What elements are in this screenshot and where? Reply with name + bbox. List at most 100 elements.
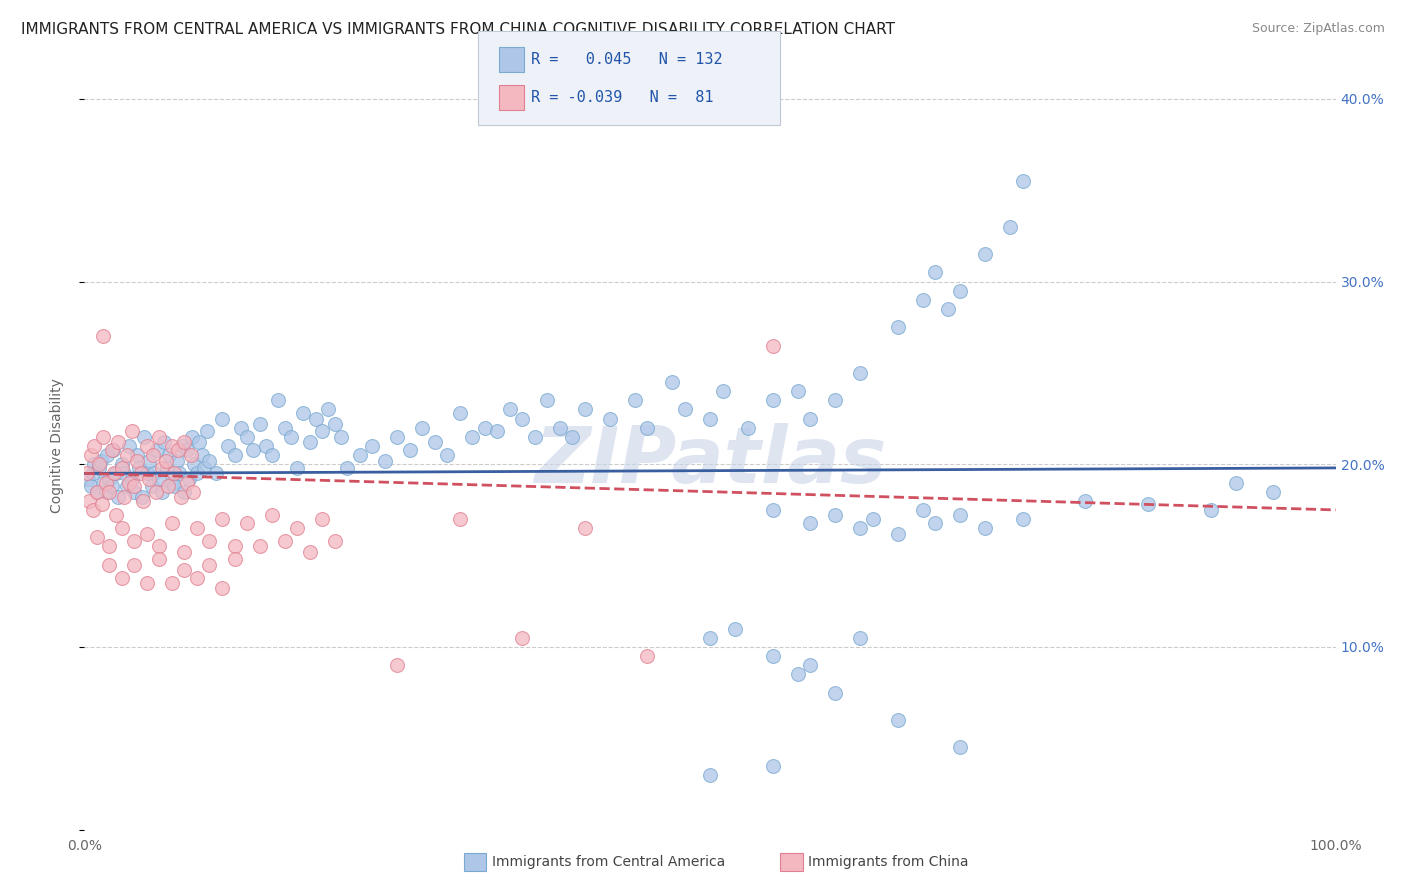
Point	[449, 512, 471, 526]
Point	[198, 533, 221, 548]
Point	[1074, 493, 1097, 508]
Point	[159, 448, 181, 462]
Point	[79, 448, 101, 462]
Point	[86, 484, 108, 499]
Point	[136, 526, 159, 541]
Point	[974, 247, 997, 261]
Point	[198, 558, 221, 572]
Point	[254, 439, 277, 453]
Point	[561, 430, 583, 444]
Point	[156, 461, 179, 475]
Point	[186, 467, 208, 481]
Point	[142, 448, 165, 462]
Point	[536, 393, 558, 408]
Point	[136, 576, 159, 591]
Point	[132, 493, 155, 508]
Point	[211, 582, 233, 596]
Point	[548, 421, 571, 435]
Point	[673, 402, 696, 417]
Point	[111, 461, 134, 475]
Y-axis label: Cognitive Disability: Cognitive Disability	[49, 378, 63, 514]
Point	[298, 545, 321, 559]
Point	[104, 467, 127, 481]
Point	[101, 442, 124, 457]
Point	[305, 411, 328, 425]
Point	[236, 516, 259, 530]
Point	[91, 475, 114, 490]
Point	[91, 430, 114, 444]
Point	[150, 484, 173, 499]
Point	[76, 467, 98, 481]
Point	[336, 461, 359, 475]
Point	[101, 442, 124, 457]
Point	[374, 453, 396, 467]
Point	[111, 570, 134, 584]
Point	[1136, 498, 1159, 512]
Point	[361, 439, 384, 453]
Point	[204, 467, 226, 481]
Point	[887, 713, 910, 727]
Point	[124, 484, 146, 499]
Point	[574, 521, 596, 535]
Point	[924, 516, 946, 530]
Point	[298, 435, 321, 450]
Point	[949, 284, 972, 298]
Point	[711, 384, 734, 399]
Point	[224, 448, 246, 462]
Point	[195, 425, 218, 439]
Point	[523, 430, 546, 444]
Point	[849, 631, 872, 645]
Point	[249, 417, 271, 431]
Point	[107, 435, 129, 450]
Point	[125, 453, 148, 467]
Point	[323, 417, 346, 431]
Point	[217, 439, 239, 453]
Point	[118, 475, 141, 490]
Point	[129, 467, 152, 481]
Point	[160, 576, 183, 591]
Point	[262, 508, 284, 523]
Point	[799, 516, 821, 530]
Point	[349, 448, 371, 462]
Point	[155, 453, 177, 467]
Point	[166, 453, 188, 467]
Point	[138, 472, 160, 486]
Point	[167, 442, 190, 457]
Point	[449, 406, 471, 420]
Point	[94, 484, 117, 499]
Point	[1263, 484, 1285, 499]
Point	[280, 430, 302, 444]
Point	[153, 435, 176, 450]
Point	[90, 498, 112, 512]
Point	[89, 457, 111, 471]
Point	[111, 457, 134, 471]
Point	[849, 521, 872, 535]
Point	[285, 461, 308, 475]
Point	[574, 402, 596, 417]
Point	[329, 430, 352, 444]
Point	[79, 493, 101, 508]
Point	[90, 453, 112, 467]
Point	[86, 530, 108, 544]
Point	[224, 540, 246, 554]
Point	[849, 366, 872, 380]
Point	[82, 503, 104, 517]
Point	[79, 479, 101, 493]
Point	[157, 479, 180, 493]
Point	[82, 467, 104, 481]
Point	[169, 467, 191, 481]
Point	[150, 461, 173, 475]
Text: R = -0.039   N =  81: R = -0.039 N = 81	[531, 90, 714, 104]
Point	[181, 484, 204, 499]
Point	[176, 442, 198, 457]
Point	[98, 540, 121, 554]
Point	[173, 545, 195, 559]
Point	[512, 631, 534, 645]
Point	[236, 430, 259, 444]
Text: Immigrants from Central America: Immigrants from Central America	[492, 855, 725, 869]
Point	[486, 425, 509, 439]
Point	[148, 552, 170, 566]
Point	[191, 448, 214, 462]
Point	[474, 421, 496, 435]
Point	[949, 508, 972, 523]
